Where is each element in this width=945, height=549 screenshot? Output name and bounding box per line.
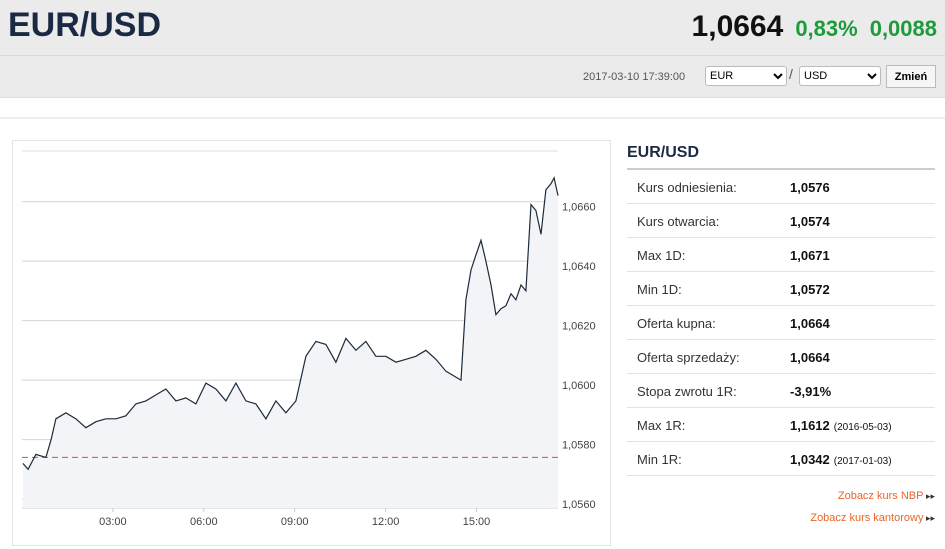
stat-value: 1,0572: [790, 282, 830, 297]
stat-number: 1,0671: [790, 248, 830, 263]
area: [22, 177, 558, 509]
stat-value: -3,91%: [790, 384, 831, 399]
stat-number: 1,0574: [790, 214, 830, 229]
x-tick-label: 09:00: [281, 516, 309, 528]
stat-value: 1,0342 (2017-01-03): [790, 452, 892, 467]
link[interactable]: Zobacz kurs kantorowy: [627, 512, 935, 524]
stat-date: (2017-01-03): [833, 456, 892, 467]
divider: [0, 55, 945, 56]
stat-row: Kurs otwarcia: 1,0574: [627, 204, 935, 238]
stat-row: Min 1R: 1,0342 (2017-01-03): [627, 442, 935, 476]
panel-title: EUR/USD: [627, 140, 935, 170]
stat-row: Oferta kupna: 1,0664: [627, 306, 935, 340]
stat-label: Oferta kupna:: [637, 316, 716, 331]
y-tick-label: 1,0600: [562, 380, 596, 392]
stat-row: Kurs odniesienia: 1,0576: [627, 170, 935, 204]
timestamp: 2017-03-10 17:39:00: [583, 71, 686, 83]
from-select[interactable]: EUR: [705, 66, 787, 86]
chart: 1,0560 1,0580 1,0600 1,0620 1,0640 1,0660 03:0…: [12, 140, 611, 546]
stat-number: 1,1612: [790, 418, 830, 433]
stats-panel: EUR/USD Kurs odniesienia: 1,0576 Kurs otwa…: [627, 140, 935, 524]
stat-number: 1,0576: [790, 180, 830, 195]
stat-number: 1,0342: [790, 452, 830, 467]
change-button[interactable]: Zmień: [886, 65, 936, 88]
stat-label: Max 1D:: [637, 248, 686, 263]
stat-row: Oferta sprzedaży: 1,0664: [627, 340, 935, 374]
stat-value: 1,0574: [790, 214, 830, 229]
x-tick-label: 15:00: [463, 516, 491, 528]
title: EUR/USD: [8, 6, 162, 44]
stat-number: 1,0572: [790, 282, 830, 297]
y-tick-label: 1,0640: [562, 261, 596, 273]
stat-label: Oferta sprzedaży:: [637, 350, 740, 365]
stat-label: Stopa zwrotu 1R:: [637, 384, 737, 399]
stat-row: Stopa zwrotu 1R: -3,91%: [627, 374, 935, 408]
stat-date: (2016-05-03): [833, 422, 892, 433]
stat-row: Max 1R: 1,1612 (2016-05-03): [627, 408, 935, 442]
stat-value: 1,0576: [790, 180, 830, 195]
header: EUR/USD 1,0664 0,83% 0,0088 2017-03-10 17:…: [0, 0, 945, 98]
stat-number: -3,91%: [790, 384, 832, 399]
y-tick-label: 1,0560: [562, 499, 596, 511]
price-line: [22, 176, 559, 471]
x-tick-label: 06:00: [190, 516, 218, 528]
stat-number: 1,0664: [790, 316, 830, 331]
change-abs: 0,0088: [869, 16, 937, 41]
stat-label: Min 1D:: [637, 282, 682, 297]
x-tick-label: 03:00: [99, 516, 127, 528]
divider: [0, 117, 945, 119]
stat-label: Min 1R:: [637, 452, 682, 467]
stat-value: 1,0664: [790, 350, 830, 365]
stat-row: Max 1D: 1,0671: [627, 238, 935, 272]
stat-label: Max 1R:: [637, 418, 686, 433]
stat-value: 1,0671: [790, 248, 830, 263]
stat-row: Min 1D: 1,0572: [627, 272, 935, 306]
stat-number: 1,0664: [790, 350, 830, 365]
y-tick-label: 1,0620: [562, 320, 596, 332]
quote: 1,0664 0,83% 0,0088: [680, 10, 937, 44]
separator: /: [789, 66, 793, 82]
to-select[interactable]: USD: [799, 66, 881, 86]
stat-value: 1,1612 (2016-05-03): [790, 418, 892, 433]
x-tick-label: 12:00: [372, 516, 400, 528]
stat-label: Kurs otwarcia:: [637, 214, 720, 229]
change-pct: 0,83%: [795, 16, 858, 41]
link[interactable]: Zobacz kurs NBP: [627, 490, 935, 502]
y-tick-label: 1,0660: [562, 201, 596, 213]
price: 1,0664: [691, 10, 784, 43]
y-tick-label: 1,0580: [562, 439, 596, 451]
stat-value: 1,0664: [790, 316, 830, 331]
stat-label: Kurs odniesienia:: [637, 180, 737, 195]
